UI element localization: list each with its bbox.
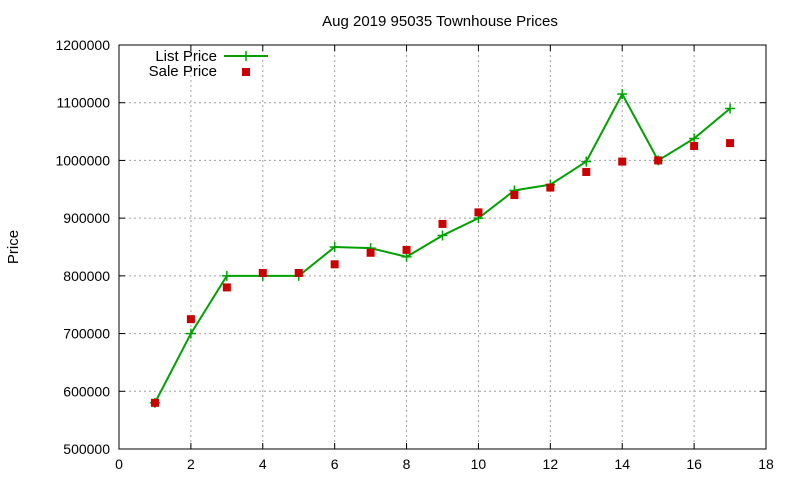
sale-price-point: [186, 315, 195, 324]
list-price-point: [221, 270, 232, 281]
sale-price-point: [726, 139, 735, 148]
x-tick-label: 4: [259, 456, 267, 472]
y-tick-label: 600000: [63, 383, 110, 399]
list-price-point: [689, 133, 700, 144]
legend-label-list-price: List Price: [155, 48, 217, 65]
y-axis-label: Price: [5, 230, 22, 264]
sale-price-point: [294, 268, 303, 277]
legend-marker-sale-price: [242, 68, 250, 76]
chart-title: Aug 2019 95035 Townhouse Prices: [322, 13, 558, 30]
sale-price-point: [546, 183, 555, 192]
list-price-point: [725, 103, 736, 114]
x-tick-label: 6: [331, 456, 339, 472]
y-tick-label: 900000: [63, 210, 110, 226]
y-tick-label: 500000: [63, 441, 110, 457]
legend-marker-list-price: [241, 51, 251, 61]
list-price-point: [617, 89, 628, 100]
sale-price-point: [438, 219, 447, 228]
y-tick-label: 800000: [63, 268, 110, 284]
plot-area: [118, 44, 767, 450]
sale-price-point: [258, 268, 267, 277]
y-tick-label: 700000: [63, 326, 110, 342]
list-price-point: [329, 242, 340, 252]
sale-price-point: [366, 248, 375, 257]
axis-ticks: 0 2 4 6 8 10 12 14 16 18 500000 600000 700000 800000 9…: [55, 37, 774, 472]
sale-price-point: [330, 260, 339, 269]
list-price-point: [437, 230, 448, 241]
y-tick-label: 1000000: [55, 152, 110, 168]
sale-price-point: [654, 156, 663, 165]
y-tick-label: 1100000: [57, 95, 111, 111]
sale-price-point: [582, 167, 591, 176]
x-tick-label: 0: [115, 456, 123, 472]
x-tick-label: 2: [187, 456, 195, 472]
x-tick-label: 12: [543, 456, 559, 472]
series-layer: [149, 89, 736, 408]
x-tick-label: 10: [471, 456, 487, 472]
x-tick-label: 16: [686, 456, 702, 472]
list-price-point: [581, 156, 592, 167]
sale-price-point: [474, 208, 483, 217]
sale-price-point: [222, 283, 231, 292]
list-price-line: [154, 91, 731, 404]
sale-price-point: [618, 157, 627, 166]
x-tick-label: 8: [403, 456, 411, 472]
legend-label-sale-price: Sale Price: [149, 63, 217, 80]
sale-price-point: [690, 142, 699, 150]
x-tick-label: 18: [758, 456, 774, 472]
grid-lines: [119, 45, 766, 449]
list-price-point: [185, 328, 196, 339]
sale-price-point: [150, 398, 159, 407]
sale-price-point: [510, 191, 519, 200]
sale-price-point: [402, 245, 411, 254]
x-tick-label: 14: [614, 456, 630, 472]
y-tick-label: 1200000: [55, 37, 110, 53]
